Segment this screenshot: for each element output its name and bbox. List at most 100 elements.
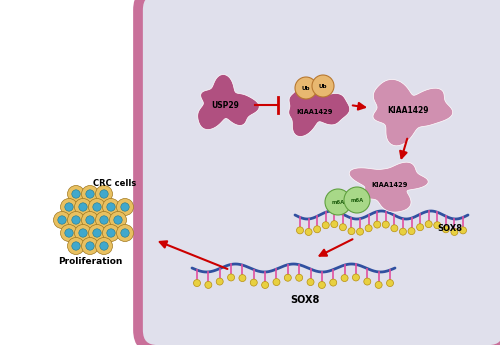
Circle shape bbox=[365, 225, 372, 232]
Circle shape bbox=[408, 228, 415, 235]
Circle shape bbox=[228, 274, 234, 281]
Circle shape bbox=[102, 198, 120, 216]
Circle shape bbox=[330, 279, 336, 286]
Circle shape bbox=[322, 222, 329, 229]
Circle shape bbox=[74, 198, 92, 216]
Circle shape bbox=[88, 198, 106, 216]
Circle shape bbox=[305, 228, 312, 235]
Circle shape bbox=[72, 242, 80, 250]
Circle shape bbox=[100, 190, 108, 198]
Circle shape bbox=[60, 225, 78, 241]
Circle shape bbox=[340, 224, 346, 231]
Circle shape bbox=[352, 274, 360, 281]
Circle shape bbox=[102, 225, 120, 241]
Circle shape bbox=[205, 282, 212, 288]
Circle shape bbox=[72, 216, 80, 224]
Circle shape bbox=[60, 198, 78, 216]
Circle shape bbox=[65, 229, 73, 237]
Circle shape bbox=[374, 221, 380, 228]
Circle shape bbox=[58, 216, 66, 224]
Circle shape bbox=[68, 186, 84, 203]
Text: m6A: m6A bbox=[350, 197, 364, 203]
Text: SOX8: SOX8 bbox=[438, 224, 462, 233]
Circle shape bbox=[79, 229, 87, 237]
Circle shape bbox=[96, 186, 112, 203]
Text: Ub: Ub bbox=[302, 86, 310, 90]
Circle shape bbox=[451, 228, 458, 235]
Circle shape bbox=[434, 222, 441, 229]
Circle shape bbox=[88, 225, 106, 241]
Circle shape bbox=[307, 278, 314, 286]
Circle shape bbox=[416, 224, 424, 231]
Circle shape bbox=[284, 274, 292, 281]
Circle shape bbox=[425, 221, 432, 228]
Circle shape bbox=[273, 278, 280, 286]
Circle shape bbox=[116, 225, 134, 241]
Text: Ub: Ub bbox=[319, 83, 327, 89]
Text: CRC cells: CRC cells bbox=[94, 178, 136, 187]
FancyBboxPatch shape bbox=[138, 0, 500, 345]
Circle shape bbox=[93, 203, 101, 211]
Circle shape bbox=[96, 211, 112, 228]
Polygon shape bbox=[198, 75, 259, 130]
Circle shape bbox=[74, 225, 92, 241]
Text: USP29: USP29 bbox=[211, 100, 239, 109]
Circle shape bbox=[325, 189, 351, 215]
Circle shape bbox=[400, 228, 406, 235]
Circle shape bbox=[341, 275, 348, 282]
Circle shape bbox=[110, 211, 126, 228]
Text: KIAA1429: KIAA1429 bbox=[372, 182, 408, 188]
Circle shape bbox=[442, 226, 450, 233]
Circle shape bbox=[364, 278, 371, 285]
Circle shape bbox=[100, 242, 108, 250]
Circle shape bbox=[82, 186, 98, 203]
Circle shape bbox=[295, 77, 317, 99]
Circle shape bbox=[72, 190, 80, 198]
Circle shape bbox=[331, 221, 338, 228]
Circle shape bbox=[114, 216, 122, 224]
Circle shape bbox=[86, 190, 94, 198]
Polygon shape bbox=[289, 79, 350, 137]
Circle shape bbox=[82, 211, 98, 228]
Circle shape bbox=[386, 279, 394, 287]
Circle shape bbox=[68, 237, 84, 255]
Circle shape bbox=[375, 282, 382, 288]
Circle shape bbox=[250, 279, 258, 286]
Circle shape bbox=[296, 274, 302, 281]
Circle shape bbox=[348, 228, 355, 235]
Circle shape bbox=[391, 225, 398, 232]
Circle shape bbox=[96, 237, 112, 255]
Circle shape bbox=[68, 211, 84, 228]
Circle shape bbox=[107, 229, 115, 237]
Polygon shape bbox=[373, 79, 452, 146]
Circle shape bbox=[116, 198, 134, 216]
Circle shape bbox=[86, 216, 94, 224]
Circle shape bbox=[344, 187, 370, 213]
Text: m6A: m6A bbox=[332, 199, 344, 205]
Circle shape bbox=[382, 221, 390, 228]
Circle shape bbox=[460, 227, 466, 234]
Text: KIAA1429: KIAA1429 bbox=[297, 109, 333, 115]
Circle shape bbox=[356, 228, 364, 235]
Text: SOX8: SOX8 bbox=[290, 295, 320, 305]
Circle shape bbox=[314, 226, 320, 233]
Circle shape bbox=[93, 229, 101, 237]
Circle shape bbox=[54, 211, 70, 228]
Circle shape bbox=[100, 216, 108, 224]
Circle shape bbox=[312, 75, 334, 97]
Circle shape bbox=[86, 242, 94, 250]
Text: KIAA1429: KIAA1429 bbox=[387, 106, 429, 115]
Circle shape bbox=[194, 279, 200, 287]
Circle shape bbox=[79, 203, 87, 211]
Circle shape bbox=[107, 203, 115, 211]
Circle shape bbox=[65, 203, 73, 211]
Circle shape bbox=[318, 282, 326, 288]
Text: Proliferation: Proliferation bbox=[58, 257, 122, 266]
Circle shape bbox=[82, 237, 98, 255]
Polygon shape bbox=[349, 162, 428, 212]
Circle shape bbox=[262, 282, 268, 288]
Circle shape bbox=[239, 275, 246, 282]
Circle shape bbox=[121, 203, 129, 211]
Circle shape bbox=[121, 229, 129, 237]
Circle shape bbox=[296, 227, 304, 234]
